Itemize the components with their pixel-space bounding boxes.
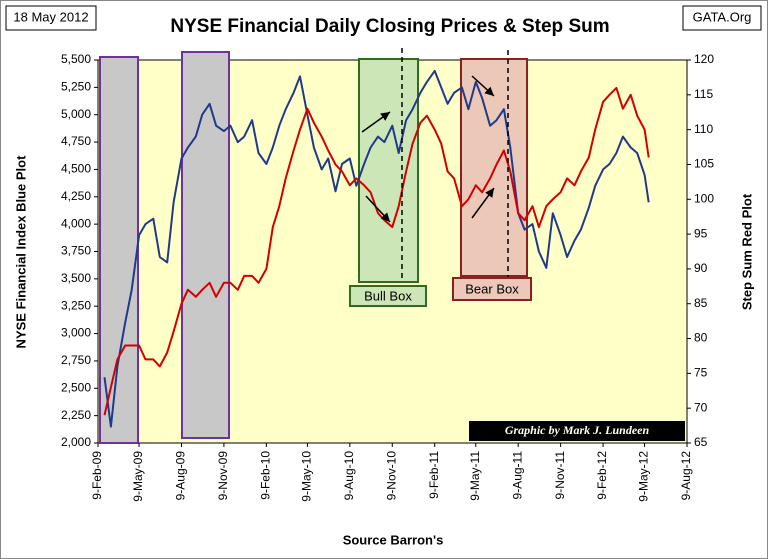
x-tick-label: 9-Aug-11 bbox=[510, 451, 524, 500]
y2-tick-label: 120 bbox=[694, 52, 714, 66]
x-tick-label: 9-May-11 bbox=[468, 451, 482, 501]
y-tick-label: 3,500 bbox=[61, 271, 91, 285]
y-tick-label: 4,500 bbox=[61, 162, 91, 176]
annotation: Bear Box bbox=[465, 281, 519, 296]
x-tick-label: 9-Feb-11 bbox=[427, 451, 441, 499]
y-tick-label: 5,250 bbox=[61, 80, 91, 94]
y2-tick-label: 80 bbox=[694, 331, 708, 345]
label-box bbox=[452, 277, 532, 301]
y-tick-label: 5,000 bbox=[61, 107, 91, 121]
arrows bbox=[361, 75, 495, 223]
bull-box bbox=[358, 58, 419, 283]
credit: Graphic by Mark J. Lundeen bbox=[505, 423, 650, 437]
y-tick-label: 5,500 bbox=[61, 52, 91, 66]
y2-tick-label: 90 bbox=[694, 261, 708, 275]
chart-title: NYSE Financial Daily Closing Prices & St… bbox=[170, 16, 609, 37]
y2-tick-label: 70 bbox=[694, 400, 708, 414]
shade-box bbox=[99, 56, 139, 444]
x-tick-label: 9-Aug-09 bbox=[174, 451, 188, 501]
x-axis-title: Source Barron's bbox=[343, 532, 444, 547]
y-tick-label: 4,000 bbox=[61, 216, 91, 230]
x-tick-label: 9-May-10 bbox=[300, 451, 314, 502]
lines bbox=[103, 69, 650, 428]
x-tick-label: 9-Aug-10 bbox=[342, 451, 356, 501]
series-line bbox=[103, 86, 650, 416]
y-tick-label: 3,000 bbox=[61, 326, 91, 340]
y-tick-label: 3,750 bbox=[61, 244, 91, 258]
y-tick-label: 2,250 bbox=[61, 408, 91, 422]
x-tick-label: 9-May-09 bbox=[131, 451, 145, 502]
source-tag: GATA.Org bbox=[693, 9, 752, 24]
y-axis-title: NYSE Financial Index Blue Plot bbox=[13, 155, 28, 349]
label-box bbox=[349, 285, 427, 307]
x-tick-label: 9-Feb-10 bbox=[259, 451, 273, 500]
date-label: 18 May 2012 bbox=[13, 9, 88, 24]
credit-box bbox=[469, 421, 685, 441]
x-tick-label: 9-May-12 bbox=[637, 451, 651, 502]
x-tick-label: 9-Nov-09 bbox=[216, 451, 230, 501]
y2-tick-label: 105 bbox=[694, 157, 714, 171]
y-tick-label: 3,250 bbox=[61, 298, 91, 312]
x-tick-label: 9-Feb-09 bbox=[90, 451, 104, 500]
y2-tick-label: 110 bbox=[694, 122, 713, 136]
y2-tick-label: 100 bbox=[694, 191, 714, 205]
shade-box bbox=[181, 51, 230, 439]
y-tick-label: 2,500 bbox=[61, 380, 91, 394]
x-tick-label: 9-Nov-10 bbox=[384, 451, 398, 501]
y-tick-label: 4,250 bbox=[61, 189, 91, 203]
x-tick-label: 9-Feb-12 bbox=[595, 451, 609, 500]
series-line bbox=[103, 69, 650, 428]
date-box bbox=[5, 5, 97, 31]
y-tick-label: 2,000 bbox=[61, 435, 91, 449]
source-box bbox=[682, 5, 762, 31]
y2-tick-label: 85 bbox=[694, 296, 708, 310]
y2-tick-label: 115 bbox=[694, 87, 713, 101]
annotation: Bull Box bbox=[364, 288, 412, 303]
y2-tick-label: 65 bbox=[694, 435, 708, 449]
y2-tick-label: 75 bbox=[694, 366, 708, 380]
y2-axis-title: Step Sum Red Plot bbox=[739, 193, 754, 310]
x-tick-label: 9-Aug-12 bbox=[679, 451, 693, 501]
y2-tick-label: 95 bbox=[694, 226, 708, 240]
y-tick-label: 4,750 bbox=[61, 134, 91, 148]
bear-box bbox=[460, 58, 528, 277]
y-tick-label: 2,750 bbox=[61, 353, 91, 367]
x-tick-label: 9-Nov-11 bbox=[553, 451, 567, 500]
